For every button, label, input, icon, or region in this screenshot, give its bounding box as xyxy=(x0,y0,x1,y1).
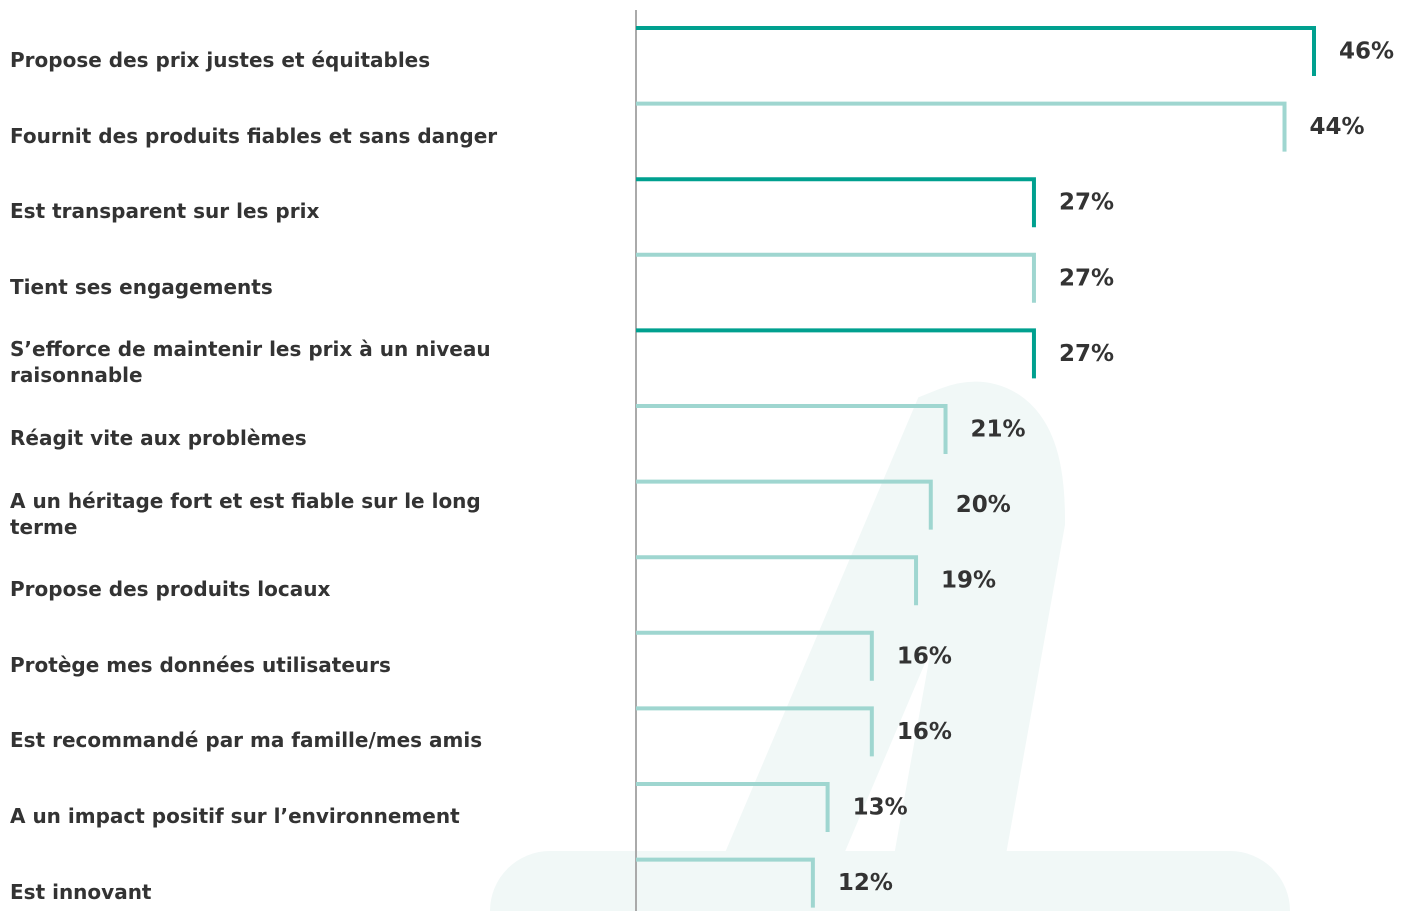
category-label: Réagit vite aux problèmes xyxy=(10,426,307,450)
bar xyxy=(636,328,1036,379)
category-label: Est innovant xyxy=(10,879,152,904)
bar xyxy=(636,857,815,908)
category-label: Est transparent sur les prix xyxy=(10,199,320,224)
bar xyxy=(636,101,1287,152)
bar xyxy=(636,706,874,757)
value-label: 12% xyxy=(838,870,893,896)
category-label: Propose des produits locaux xyxy=(10,577,331,602)
value-label: 46% xyxy=(1339,39,1394,65)
value-label: 27% xyxy=(1059,341,1114,367)
value-label: 27% xyxy=(1059,265,1114,291)
category-label: S’efforce de maintenir les prix à un niv… xyxy=(10,337,491,388)
bar xyxy=(636,630,874,681)
value-label: 27% xyxy=(1059,190,1114,216)
bar xyxy=(636,252,1036,303)
value-label: 16% xyxy=(897,643,952,669)
value-label: 44% xyxy=(1310,114,1365,140)
value-label: 21% xyxy=(971,417,1026,443)
bar xyxy=(636,782,830,832)
value-label: 20% xyxy=(956,492,1011,518)
category-label: A un impact positif sur l’environnement xyxy=(10,804,460,828)
bar xyxy=(636,177,1036,228)
category-label: Protège mes données utilisateurs xyxy=(10,652,391,677)
bar xyxy=(636,479,933,530)
value-label: 16% xyxy=(897,719,952,745)
value-label: 19% xyxy=(941,568,996,594)
category-label: A un héritage fort et est fiable sur le … xyxy=(10,488,481,539)
value-label: 13% xyxy=(853,795,908,821)
category-label: Propose des prix justes et équitables xyxy=(10,48,431,72)
category-label: Fournit des produits fiables et sans dan… xyxy=(10,123,498,148)
bar xyxy=(636,26,1316,76)
category-label: Tient ses engagements xyxy=(10,274,273,299)
watermark xyxy=(490,382,1290,911)
bar xyxy=(636,404,948,454)
category-label: Est recommandé par ma famille/mes amis xyxy=(10,728,483,753)
bar xyxy=(636,555,919,606)
